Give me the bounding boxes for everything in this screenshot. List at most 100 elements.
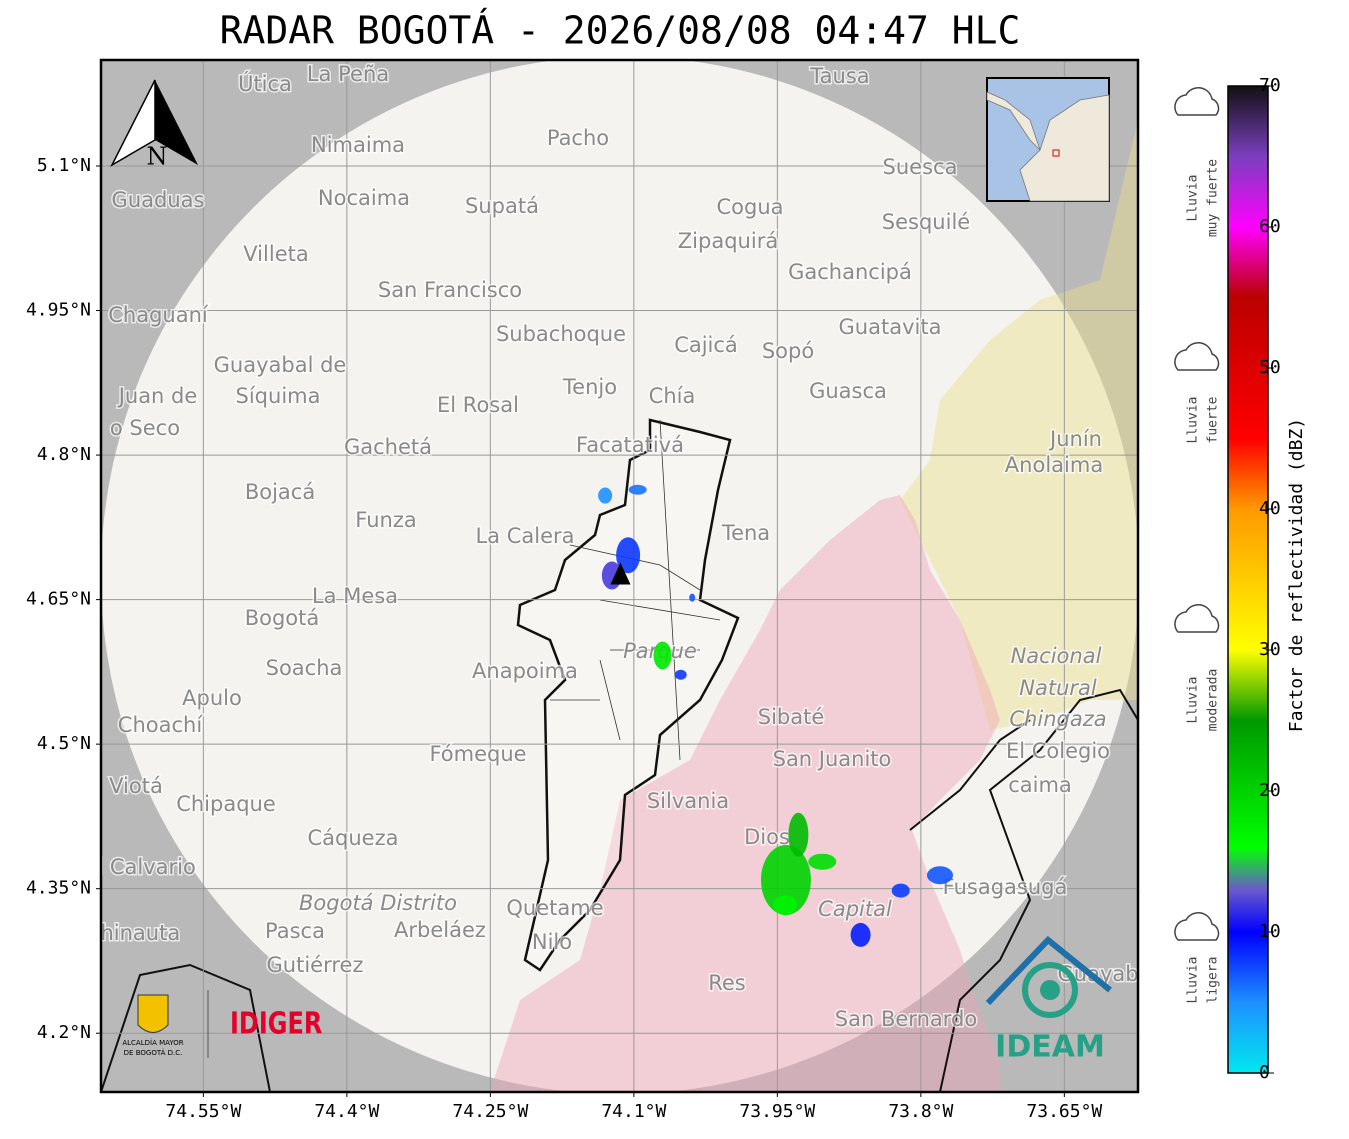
place-label: Guatavita xyxy=(839,315,942,339)
radar-echo xyxy=(788,812,809,857)
colorbar-tick-label: 0 xyxy=(1259,1062,1270,1083)
grid xyxy=(101,60,1138,1092)
north-label: N xyxy=(147,143,168,171)
place-label: La Peña xyxy=(307,62,389,86)
place-label: Sesquilé xyxy=(882,210,970,234)
inset-map xyxy=(986,77,1110,202)
radar-echoes xyxy=(598,484,953,947)
place-label: Capital xyxy=(818,897,892,921)
colorbar-tick-label: 50 xyxy=(1259,357,1281,378)
radar-echo xyxy=(598,487,613,504)
radar-echo xyxy=(760,845,811,916)
place-label: Chía xyxy=(649,384,696,408)
place-label: Tenjo xyxy=(562,375,617,399)
x-tick-label: 74.25°W xyxy=(452,1101,528,1122)
map: La Peña Útica Tausa Pacho Nimaima Guaduas Noca… xyxy=(86,60,1138,1092)
place-label: Juan de xyxy=(117,384,198,408)
place-label: Natural xyxy=(1019,676,1097,700)
place-label: Subachoque xyxy=(496,322,626,346)
place-label: Chaguaní xyxy=(108,303,209,327)
x-tick-label: 74.1°W xyxy=(601,1101,666,1122)
colorbar-label: Factor de reflectividad (dBZ) xyxy=(1286,418,1307,732)
rain-level-label: ligera xyxy=(1206,957,1221,1004)
place-label: Fusagasugá xyxy=(943,875,1068,899)
place-label: Quetame xyxy=(506,896,603,920)
place-label: Apulo xyxy=(182,686,242,710)
place-label: Sopó xyxy=(762,339,814,363)
x-tick-label: 73.95°W xyxy=(739,1101,815,1122)
place-label: Villeta xyxy=(243,242,308,266)
rain-level-label: Lluvia xyxy=(1186,397,1201,444)
place-label: Nacional xyxy=(1011,644,1102,668)
colorbar-tick-label: 60 xyxy=(1259,216,1281,237)
alcaldia-line: DE BOGOTÁ D.C. xyxy=(124,1048,183,1057)
place-label: Gutiérrez xyxy=(267,953,364,977)
place-labels: La Peña Útica Tausa Pacho Nimaima Guaduas Noca… xyxy=(86,61,1138,1033)
place-label: Sibaté xyxy=(758,705,825,729)
place-label: Bogotá Distrito xyxy=(299,891,457,915)
rain-icon xyxy=(1174,604,1220,633)
place-label: Bojacá xyxy=(245,480,315,504)
place-label: El Rosal xyxy=(437,393,519,417)
place-label: Tausa xyxy=(809,64,869,88)
place-label: Tena xyxy=(721,521,770,545)
place-label: o Seco xyxy=(110,416,180,440)
place-label: Silvania xyxy=(647,789,729,813)
rain-level-label: fuerte xyxy=(1206,396,1221,443)
colorbar-tick-label: 10 xyxy=(1259,921,1281,942)
colorbar-ticks: 0 10 20 30 40 50 60 70 xyxy=(1259,75,1281,1083)
place-label: Arbeláez xyxy=(394,918,486,942)
place-label: Supatá xyxy=(465,194,539,218)
rain-level-label: Lluvia xyxy=(1186,175,1201,222)
place-label: Anolaima xyxy=(1005,453,1103,477)
place-label: Gachetá xyxy=(344,435,432,459)
radar-echo xyxy=(689,593,696,602)
place-label: Anapoima xyxy=(472,659,578,683)
place-label: Funza xyxy=(355,508,416,532)
rain-level-label: muy fuerte xyxy=(1206,159,1221,237)
x-tick-label: 74.4°W xyxy=(314,1101,379,1122)
radar-echo xyxy=(653,641,672,670)
radar-echo xyxy=(772,895,797,916)
radar-echo xyxy=(628,484,647,495)
place-label: Zipaquirá xyxy=(678,229,778,253)
place-label: San Juanito xyxy=(773,747,892,771)
place-label: Síquima xyxy=(236,384,321,408)
place-label: Guaduas xyxy=(112,188,205,212)
place-label: Suesca xyxy=(883,155,958,179)
place-label: Res xyxy=(708,971,746,995)
radar-echo xyxy=(616,537,641,574)
rain-icon xyxy=(1174,342,1220,371)
place-label: San Francisco xyxy=(378,278,522,302)
place-label: Guayabal de xyxy=(214,353,347,377)
rain-level-label: moderada xyxy=(1206,669,1221,732)
place-label: Nilo xyxy=(532,930,572,954)
place-label: Nocaima xyxy=(318,186,410,210)
rain-level-label: Lluvia xyxy=(1186,957,1201,1004)
place-label: Viotá xyxy=(109,774,163,798)
place-label: Nimaima xyxy=(311,133,405,157)
colorbar-tick-label: 20 xyxy=(1259,780,1281,801)
colorbar xyxy=(1227,85,1269,1074)
place-label: Bogotá xyxy=(245,606,320,630)
place-label: San Bernardo xyxy=(835,1007,977,1031)
place-label: Fómeque xyxy=(429,742,526,766)
map-frame xyxy=(99,58,1140,1094)
y-tick-label: 5.1°N xyxy=(37,155,91,176)
place-label: Chinauta xyxy=(86,921,180,945)
place-label: Facatativá xyxy=(576,433,684,457)
department-border xyxy=(101,688,1138,1092)
y-tick-label: 4.65°N xyxy=(26,589,91,610)
place-label: El Colegio xyxy=(1006,739,1110,763)
alcaldia-line: ALCALDÍA MAYOR xyxy=(122,1038,183,1047)
rain-level-label: Lluvia xyxy=(1186,677,1201,724)
radar-echo xyxy=(850,922,871,947)
logo-ideam: IDEAM xyxy=(985,935,1112,1065)
y-tick-label: 4.35°N xyxy=(26,878,91,899)
y-tick-label: 4.5°N xyxy=(37,733,91,754)
radar-site xyxy=(610,562,631,585)
place-label: caima xyxy=(1008,773,1072,797)
place-label: Cajicá xyxy=(674,333,738,357)
rain-levels: Lluvia muy fuerte Lluvia fuerte Lluvia modera… xyxy=(1174,87,1221,1004)
